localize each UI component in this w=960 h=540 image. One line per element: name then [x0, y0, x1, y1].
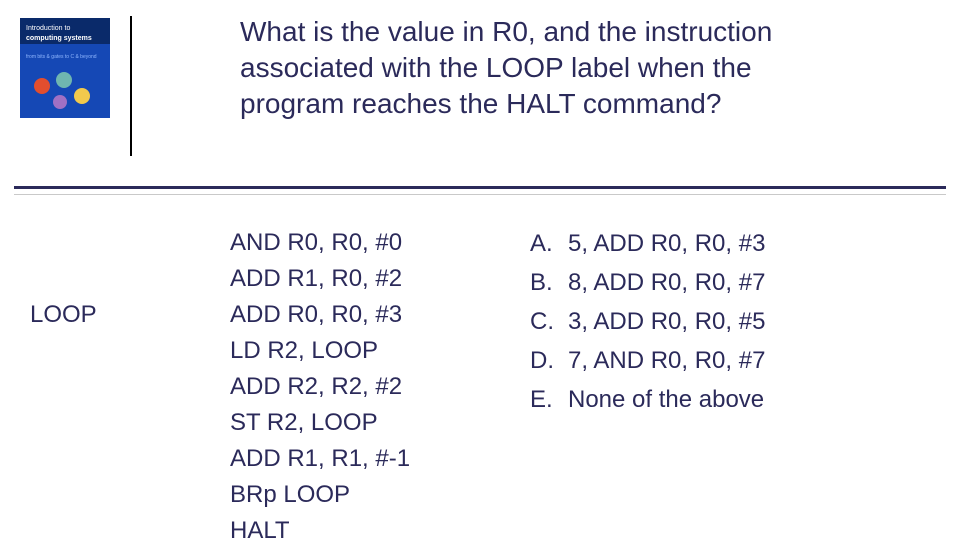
code-block: AND R0, R0, #0 ADD R1, R0, #2 ADD R0, R0…	[140, 225, 480, 540]
svg-text:from bits & gates to C & beyon: from bits & gates to C & beyond	[26, 54, 97, 60]
answer-letter: B.	[530, 264, 568, 303]
code-line: BRp LOOP	[230, 477, 480, 513]
svg-text:computing systems: computing systems	[26, 35, 92, 42]
horizontal-rule-light	[14, 194, 946, 195]
answer-text: 5, ADD R0, R0, #3	[568, 225, 765, 264]
vertical-divider	[130, 16, 132, 156]
answer-letter: C.	[530, 303, 568, 342]
code-line: ADD R2, R2, #2	[230, 369, 480, 405]
answer-letter: A.	[530, 225, 568, 264]
answer-options: A. 5, ADD R0, R0, #3 B. 8, ADD R0, R0, #…	[480, 225, 960, 540]
textbook-thumbnail: Introduction to computing systems from b…	[20, 18, 110, 118]
answer-text: None of the above	[568, 381, 764, 420]
svg-text:Introduction to: Introduction to	[26, 25, 70, 32]
code-line: ADD R0, R0, #3	[230, 297, 480, 333]
code-line: AND R0, R0, #0	[230, 225, 480, 261]
code-line: ST R2, LOOP	[230, 405, 480, 441]
code-label-loop: LOOP	[30, 301, 140, 329]
answer-option: D. 7, AND R0, R0, #7	[530, 342, 960, 381]
answer-text: 3, ADD R0, R0, #5	[568, 303, 765, 342]
code-line: LD R2, LOOP	[230, 333, 480, 369]
code-line: ADD R1, R0, #2	[230, 261, 480, 297]
code-line: ADD R1, R1, #-1	[230, 441, 480, 477]
answer-letter: E.	[530, 381, 568, 420]
answer-option: C. 3, ADD R0, R0, #5	[530, 303, 960, 342]
answer-letter: D.	[530, 342, 568, 381]
answer-text: 8, ADD R0, R0, #7	[568, 264, 765, 303]
question-text: What is the value in R0, and the instruc…	[240, 14, 780, 121]
answer-option: B. 8, ADD R0, R0, #7	[530, 264, 960, 303]
horizontal-rule-dark	[14, 186, 946, 189]
answer-option: A. 5, ADD R0, R0, #3	[530, 225, 960, 264]
code-line: HALT	[230, 513, 480, 540]
answer-option: E. None of the above	[530, 381, 960, 420]
answer-text: 7, AND R0, R0, #7	[568, 342, 765, 381]
